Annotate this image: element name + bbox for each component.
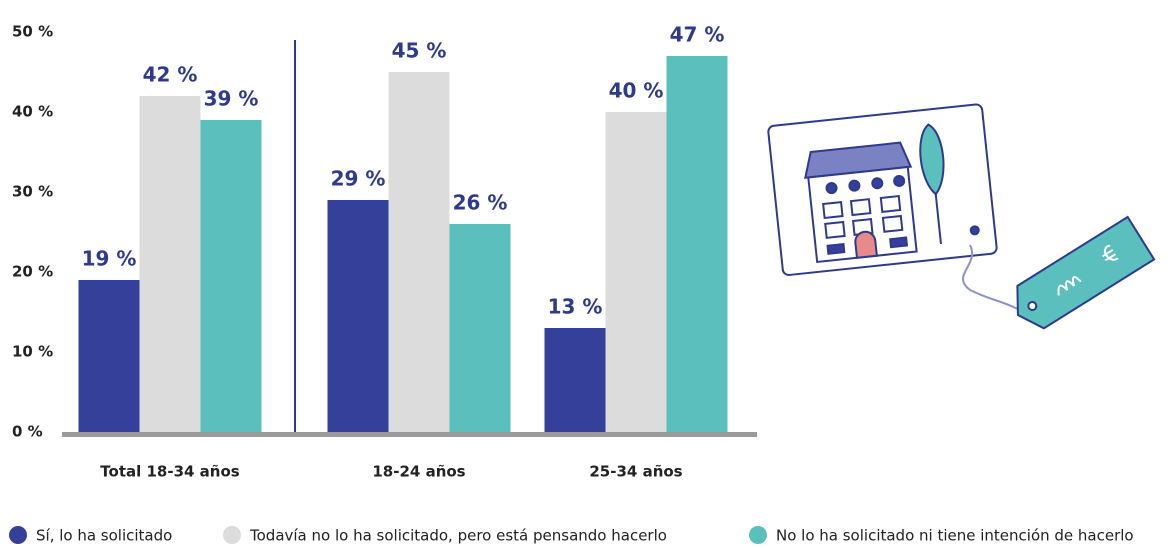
y-tick-label: 40 % bbox=[12, 103, 53, 121]
y-tick-label: 50 % bbox=[12, 23, 53, 41]
value-label: 39 % bbox=[204, 87, 259, 111]
y-tick-label: 10 % bbox=[12, 343, 53, 361]
value-label: 47 % bbox=[670, 23, 725, 47]
legend-swatch bbox=[223, 526, 241, 544]
y-tick-label: 20 % bbox=[12, 263, 53, 281]
bar bbox=[139, 96, 201, 432]
bar bbox=[327, 200, 389, 432]
bar bbox=[666, 56, 728, 432]
legend-swatch bbox=[9, 526, 27, 544]
value-label: 42 % bbox=[143, 63, 198, 87]
bar bbox=[449, 224, 511, 432]
legend-label: Sí, lo ha solicitado bbox=[36, 527, 172, 545]
x-tick-label: 25-34 años bbox=[589, 463, 682, 481]
x-axis bbox=[62, 432, 757, 437]
legend-swatch bbox=[749, 526, 767, 544]
legend-label: Todavía no lo ha solicitado, pero está p… bbox=[249, 527, 667, 545]
x-tick-label: 18-24 años bbox=[372, 463, 465, 481]
value-label: 13 % bbox=[548, 295, 603, 319]
value-label: 29 % bbox=[331, 167, 386, 191]
value-label: 45 % bbox=[392, 39, 447, 63]
legend-label: No lo ha solicitado ni tiene intención d… bbox=[776, 527, 1134, 545]
y-tick-label: 30 % bbox=[12, 183, 53, 201]
bar bbox=[544, 328, 606, 432]
value-label: 26 % bbox=[453, 191, 508, 215]
y-tick-label: 0 % bbox=[12, 423, 43, 441]
bar bbox=[388, 72, 450, 432]
bar bbox=[78, 280, 140, 432]
x-tick-label: Total 18-34 años bbox=[100, 463, 240, 481]
value-label: 40 % bbox=[609, 79, 664, 103]
illustration bbox=[767, 103, 1156, 330]
value-label: 19 % bbox=[82, 247, 137, 271]
bar bbox=[605, 112, 667, 432]
bar bbox=[200, 120, 262, 432]
